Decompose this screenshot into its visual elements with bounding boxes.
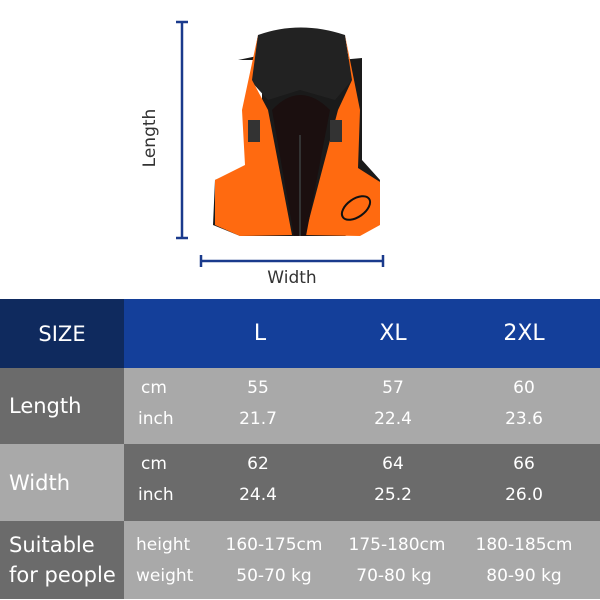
cell-value: 62 bbox=[247, 454, 269, 474]
row-label-line: for people bbox=[9, 563, 116, 587]
size-xl: XL bbox=[379, 321, 407, 346]
unit-label: inch bbox=[138, 409, 174, 429]
width-label: Width bbox=[267, 268, 317, 288]
cell-value: 22.4 bbox=[374, 409, 412, 429]
row-label-line: Suitable bbox=[9, 533, 95, 557]
row-label-suitable: Suitable for people bbox=[0, 521, 124, 599]
cell-value: 57 bbox=[382, 378, 404, 398]
cell-value: 24.4 bbox=[239, 485, 277, 505]
cell-value: 60 bbox=[513, 378, 535, 398]
row-suitable: height weight 160-175cm 175-180cm 180-18… bbox=[124, 521, 600, 599]
life-vest-image bbox=[213, 27, 380, 236]
cell-value: 66 bbox=[513, 454, 535, 474]
product-illustration bbox=[176, 20, 385, 267]
cell-value: 180-185cm bbox=[475, 535, 573, 555]
width-arrow bbox=[199, 255, 385, 267]
size-header: SIZE bbox=[0, 299, 124, 368]
cell-value: 21.7 bbox=[239, 409, 277, 429]
cell-value: 175-180cm bbox=[348, 535, 446, 555]
size-header-row: L XL 2XL bbox=[124, 299, 600, 368]
cell-value: 25.2 bbox=[374, 485, 412, 505]
cell-value: 23.6 bbox=[505, 409, 543, 429]
size-table: SIZE L XL 2XL Length cm inch 55 57 60 21… bbox=[0, 299, 600, 599]
size-2xl: 2XL bbox=[503, 321, 545, 346]
cell-value: 70-80 kg bbox=[356, 566, 432, 586]
cell-value: 80-90 kg bbox=[486, 566, 562, 586]
length-label: Length bbox=[140, 108, 160, 168]
unit-label: cm bbox=[141, 378, 167, 398]
unit-label: inch bbox=[138, 485, 174, 505]
unit-label: cm bbox=[141, 454, 167, 474]
cell-value: 26.0 bbox=[505, 485, 543, 505]
cell-value: 160-175cm bbox=[225, 535, 323, 555]
unit-label: height bbox=[136, 535, 191, 555]
cell-value: 50-70 kg bbox=[236, 566, 312, 586]
row-width: cm inch 62 64 66 24.4 25.2 26.0 bbox=[124, 444, 600, 521]
row-length: cm inch 55 57 60 21.7 22.4 23.6 bbox=[124, 368, 600, 444]
row-label-length: Length bbox=[0, 368, 124, 444]
unit-label: weight bbox=[136, 566, 194, 586]
length-arrow bbox=[176, 20, 188, 240]
cell-value: 55 bbox=[247, 378, 269, 398]
row-label-width: Width bbox=[0, 444, 124, 521]
size-l: L bbox=[253, 321, 267, 346]
cell-value: 64 bbox=[382, 454, 404, 474]
